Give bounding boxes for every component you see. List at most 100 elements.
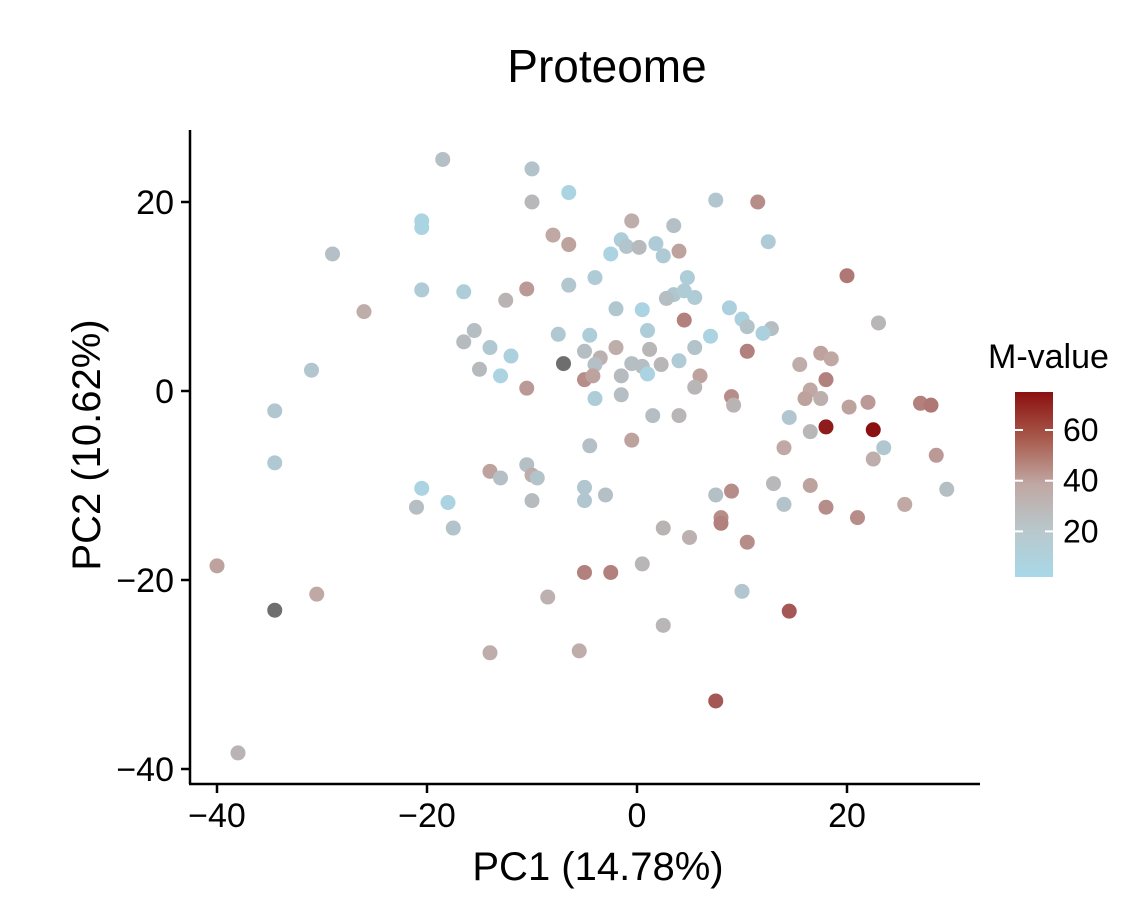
data-point-32 bbox=[658, 290, 674, 306]
data-point-137 bbox=[781, 603, 797, 619]
data-point-107 bbox=[766, 476, 781, 492]
data-point-47 bbox=[703, 328, 718, 344]
x-axis-ticks: −40 −20 0 20 bbox=[188, 784, 866, 835]
data-point-43 bbox=[550, 326, 566, 342]
data-point-13 bbox=[619, 238, 634, 254]
data-point-91 bbox=[781, 409, 797, 425]
data-point-50 bbox=[608, 340, 624, 356]
data-point-11 bbox=[561, 237, 577, 253]
data-point-111 bbox=[724, 483, 739, 499]
data-point-112 bbox=[708, 487, 724, 503]
data-point-34 bbox=[634, 302, 650, 318]
data-point-94 bbox=[802, 424, 818, 440]
data-point-52 bbox=[577, 343, 592, 359]
data-point-16 bbox=[671, 243, 687, 259]
data-point-42 bbox=[466, 323, 482, 339]
data-point-63 bbox=[472, 361, 487, 377]
data-point-21 bbox=[839, 268, 855, 284]
data-point-0 bbox=[435, 151, 451, 167]
data-point-130 bbox=[577, 564, 592, 580]
data-point-72 bbox=[613, 368, 629, 384]
data-point-62 bbox=[556, 356, 571, 372]
data-point-39 bbox=[871, 315, 886, 331]
data-point-142 bbox=[230, 745, 246, 761]
legend-colorbar bbox=[1015, 392, 1053, 577]
data-point-57 bbox=[653, 357, 669, 373]
data-point-126 bbox=[445, 520, 461, 536]
data-point-108 bbox=[802, 478, 818, 493]
data-point-75 bbox=[519, 380, 535, 396]
data-point-2 bbox=[561, 185, 577, 201]
data-point-116 bbox=[577, 493, 592, 509]
data-point-141 bbox=[708, 693, 724, 709]
data-point-114 bbox=[939, 481, 955, 497]
data-point-69 bbox=[493, 368, 508, 384]
data-point-118 bbox=[776, 496, 792, 512]
data-point-76 bbox=[687, 379, 703, 395]
data-point-25 bbox=[456, 284, 472, 300]
legend-ticks: 20 40 60 bbox=[1015, 412, 1099, 549]
data-point-10 bbox=[545, 227, 561, 243]
data-point-129 bbox=[634, 556, 650, 572]
legend-tick-label: 20 bbox=[1063, 513, 1099, 549]
data-point-119 bbox=[818, 499, 834, 515]
data-point-27 bbox=[561, 277, 577, 293]
data-point-87 bbox=[923, 397, 939, 413]
data-point-71 bbox=[585, 368, 601, 384]
data-point-53 bbox=[687, 340, 703, 356]
data-point-37 bbox=[676, 312, 692, 328]
data-point-60 bbox=[823, 351, 839, 367]
data-point-73 bbox=[640, 366, 655, 382]
data-point-124 bbox=[713, 515, 729, 531]
color-legend: M-value 20 40 60 bbox=[988, 338, 1109, 577]
data-point-101 bbox=[267, 455, 283, 471]
data-point-81 bbox=[587, 391, 603, 407]
data-point-90 bbox=[671, 408, 687, 424]
data-point-122 bbox=[850, 510, 865, 526]
data-point-55 bbox=[503, 348, 519, 364]
data-point-125 bbox=[655, 520, 671, 536]
data-point-68 bbox=[692, 368, 708, 384]
data-point-61 bbox=[792, 357, 808, 373]
legend-title: M-value bbox=[988, 338, 1109, 376]
data-point-95 bbox=[624, 432, 640, 448]
data-point-28 bbox=[498, 292, 514, 308]
data-point-88 bbox=[267, 403, 283, 419]
data-point-128 bbox=[739, 534, 755, 550]
data-point-9 bbox=[666, 218, 682, 234]
data-point-83 bbox=[726, 397, 742, 413]
y-tick-label: −40 bbox=[116, 751, 174, 789]
data-point-131 bbox=[603, 564, 619, 580]
data-point-46 bbox=[755, 325, 771, 341]
data-point-127 bbox=[682, 529, 697, 545]
data-point-51 bbox=[642, 341, 658, 357]
data-point-85 bbox=[841, 399, 857, 415]
data-point-49 bbox=[482, 340, 498, 356]
data-point-99 bbox=[865, 451, 881, 467]
data-point-5 bbox=[524, 194, 540, 210]
data-point-48 bbox=[456, 334, 472, 350]
data-point-132 bbox=[209, 558, 225, 574]
data-point-96 bbox=[582, 438, 598, 454]
data-point-105 bbox=[529, 470, 545, 486]
data-point-117 bbox=[440, 495, 456, 511]
x-axis-title: PC1 (14.78%) bbox=[472, 845, 723, 889]
x-tick-label: −20 bbox=[398, 797, 456, 835]
data-point-84 bbox=[860, 394, 876, 410]
data-point-1 bbox=[524, 161, 540, 177]
data-point-135 bbox=[734, 583, 750, 599]
data-point-17 bbox=[760, 234, 776, 250]
data-point-8 bbox=[624, 213, 640, 229]
data-point-20 bbox=[325, 246, 340, 262]
data-points bbox=[209, 151, 955, 761]
data-point-78 bbox=[797, 391, 813, 407]
data-point-26 bbox=[519, 281, 535, 297]
data-point-65 bbox=[587, 357, 603, 373]
data-point-33 bbox=[608, 301, 624, 317]
data-point-120 bbox=[897, 496, 913, 512]
data-point-64 bbox=[304, 362, 319, 378]
data-point-80 bbox=[613, 387, 629, 403]
data-point-109 bbox=[414, 480, 430, 496]
data-point-92 bbox=[818, 419, 834, 435]
